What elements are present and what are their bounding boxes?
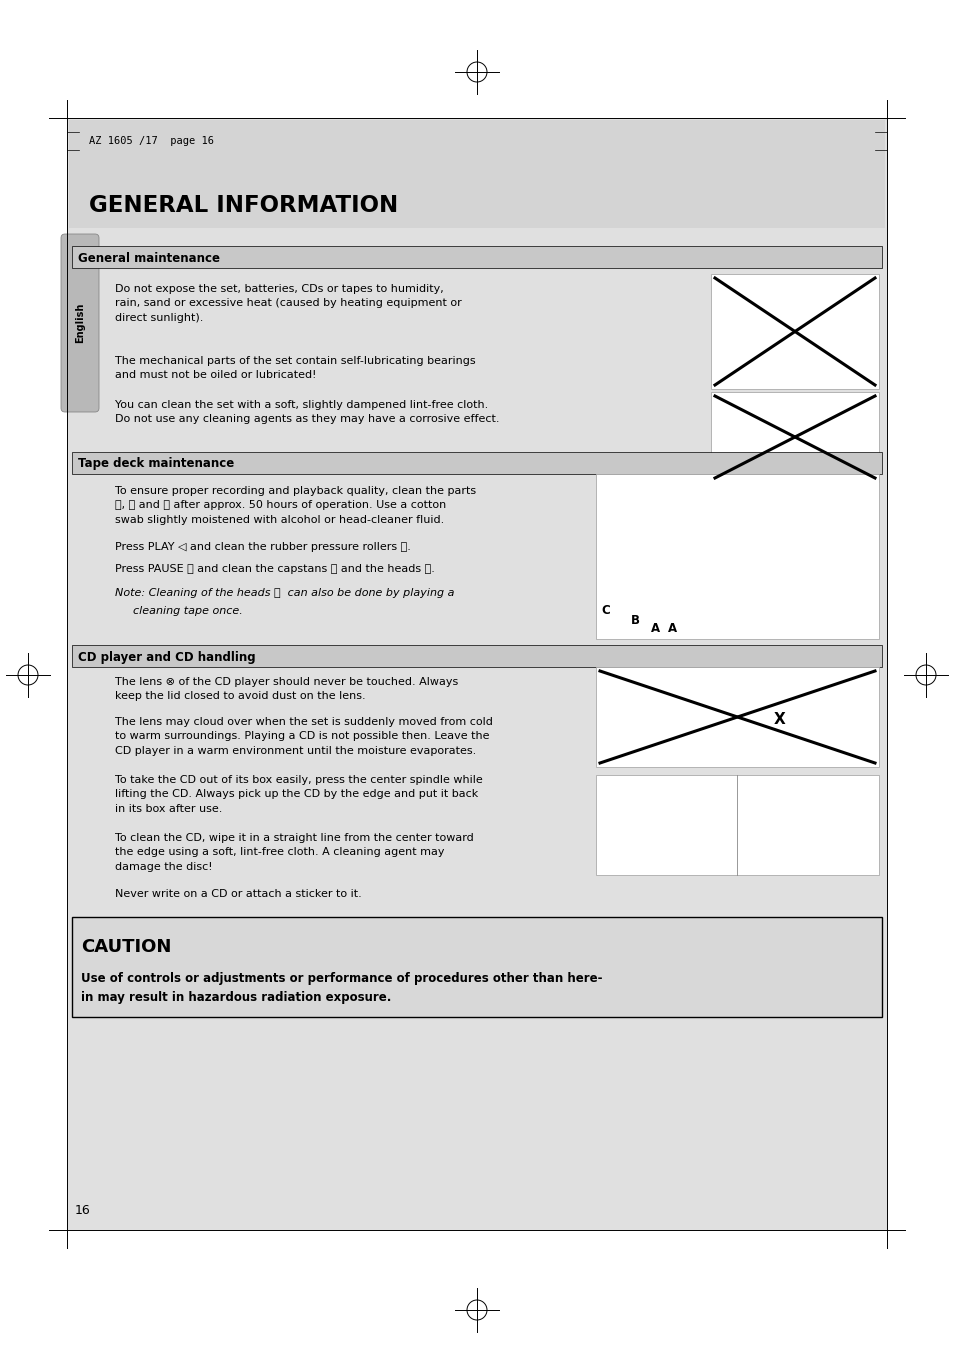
Text: The mechanical parts of the set contain self-lubricating bearings
and must not b: The mechanical parts of the set contain … [115, 357, 476, 381]
Text: CD player and CD handling: CD player and CD handling [78, 650, 255, 663]
Text: The lens may cloud over when the set is suddenly moved from cold
to warm surroun: The lens may cloud over when the set is … [115, 717, 493, 755]
Bar [71, 453, 882, 474]
Bar [710, 392, 878, 482]
Bar [71, 246, 882, 267]
Text: cleaning tape once.: cleaning tape once. [132, 607, 242, 616]
Bar [596, 775, 878, 875]
Bar [710, 274, 878, 389]
Bar [71, 917, 882, 1017]
Text: Do not expose the set, batteries, CDs or tapes to humidity,
rain, sand or excess: Do not expose the set, batteries, CDs or… [115, 284, 461, 323]
Text: 16: 16 [75, 1204, 91, 1216]
Text: You can clean the set with a soft, slightly dampened lint-free cloth.
Do not use: You can clean the set with a soft, sligh… [115, 400, 499, 424]
Text: The lens ⊗ of the CD player should never be touched. Always
keep the lid closed : The lens ⊗ of the CD player should never… [115, 677, 457, 701]
Text: X: X [773, 712, 785, 727]
FancyBboxPatch shape [61, 234, 99, 412]
Text: Press PAUSE ⏸ and clean the capstans Ⓑ and the heads Ⓐ.: Press PAUSE ⏸ and clean the capstans Ⓑ a… [115, 563, 435, 574]
Text: Tape deck maintenance: Tape deck maintenance [78, 458, 234, 470]
Text: Note: Cleaning of the heads Ⓐ  can also be done by playing a: Note: Cleaning of the heads Ⓐ can also b… [115, 588, 454, 598]
Text: General maintenance: General maintenance [78, 251, 220, 265]
Text: Never write on a CD or attach a sticker to it.: Never write on a CD or attach a sticker … [115, 889, 361, 898]
Text: Press PLAY ◁ and clean the rubber pressure rollers Ⓒ.: Press PLAY ◁ and clean the rubber pressu… [115, 542, 411, 553]
Bar [596, 474, 878, 639]
Text: To take the CD out of its box easily, press the center spindle while
lifting the: To take the CD out of its box easily, pr… [115, 775, 482, 813]
Text: GENERAL INFORMATION: GENERAL INFORMATION [89, 195, 397, 218]
Text: A: A [667, 623, 677, 635]
Text: English: English [75, 303, 85, 343]
Text: Use of controls or adjustments or performance of procedures other than here-
in : Use of controls or adjustments or perfor… [81, 971, 602, 1004]
Bar [596, 667, 878, 767]
Text: A: A [650, 623, 659, 635]
Text: AZ 1605 /17  page 16: AZ 1605 /17 page 16 [89, 136, 213, 146]
Text: CAUTION: CAUTION [81, 938, 172, 957]
Bar [71, 644, 882, 667]
Text: To clean the CD, wipe it in a straight line from the center toward
the edge usin: To clean the CD, wipe it in a straight l… [115, 834, 474, 871]
Text: B: B [630, 615, 639, 627]
Bar [69, 120, 884, 155]
Text: C: C [600, 604, 609, 617]
Bar [67, 118, 886, 1229]
Text: To ensure proper recording and playback quality, clean the parts
Ⓐ, Ⓑ and Ⓒ afte: To ensure proper recording and playback … [115, 486, 476, 524]
Bar [69, 155, 884, 228]
